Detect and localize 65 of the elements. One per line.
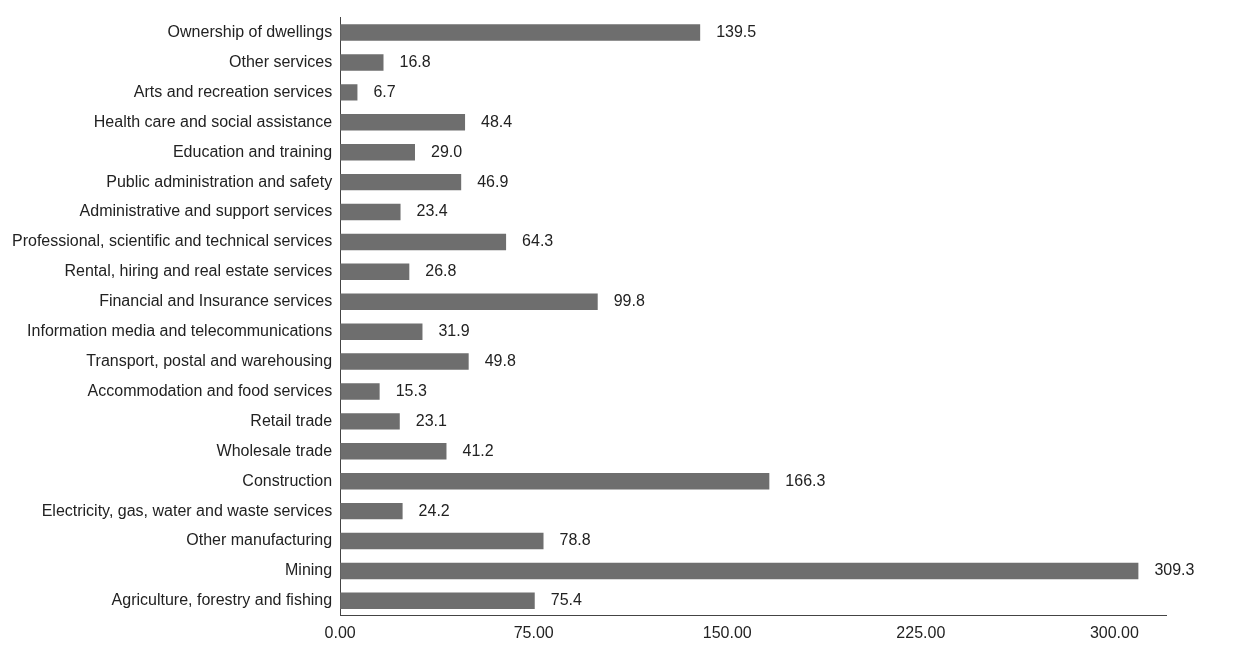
data-label: 23.1 — [415, 411, 448, 429]
bar — [340, 562, 1139, 580]
bar — [340, 383, 380, 400]
y-tick-label: Other services — [229, 52, 333, 70]
data-label: 26.8 — [425, 262, 457, 280]
y-tick-label: Education and training — [172, 142, 333, 160]
bar — [340, 24, 701, 41]
x-tick-label: 75.00 — [513, 623, 554, 641]
y-tick-label: Other manufacturing — [186, 531, 333, 549]
data-label: 309.3 — [1154, 561, 1195, 579]
data-label: 46.9 — [477, 172, 509, 190]
y-tick-label: Transport, postal and warehousing — [86, 351, 333, 369]
bar — [340, 143, 415, 161]
data-label: 99.8 — [613, 292, 645, 310]
bar — [340, 54, 384, 71]
bar — [340, 233, 507, 251]
data-label: 23.4 — [416, 202, 448, 220]
y-tick-label: Professional, scientific and technical services — [11, 232, 333, 250]
y-tick-label: Retail trade — [250, 411, 333, 429]
data-label: 31.9 — [438, 322, 470, 340]
x-tick-label: 0.00 — [324, 623, 356, 641]
bar — [340, 532, 544, 550]
bar — [340, 173, 462, 191]
bar — [340, 413, 400, 430]
bar — [340, 592, 535, 610]
data-label: 64.3 — [522, 232, 554, 250]
y-tick-label: Arts and recreation services — [133, 82, 333, 100]
bar — [340, 114, 466, 131]
data-label: 41.2 — [462, 441, 494, 459]
x-tick-label: 225.00 — [896, 623, 946, 641]
y-tick-label: Ownership of dwellings — [167, 22, 333, 40]
data-label: 166.3 — [785, 471, 826, 489]
data-label: 24.2 — [418, 501, 450, 519]
bar — [340, 472, 770, 490]
bar — [340, 263, 410, 281]
y-tick-label: Electricity, gas, water and waste services — [41, 501, 333, 519]
y-tick-label: Agriculture, forestry and fishing — [111, 591, 333, 609]
y-tick-label: Information media and telecommunications — [27, 322, 333, 340]
y-tick-label: Wholesale trade — [216, 441, 333, 459]
data-label: 16.8 — [399, 52, 431, 70]
bar — [340, 84, 358, 101]
x-tick-label: 150.00 — [702, 623, 752, 641]
y-tick-label: Construction — [242, 471, 333, 489]
y-tick-label: Rental, hiring and real estate services — [64, 262, 333, 280]
bar — [340, 353, 469, 370]
data-label: 6.7 — [373, 82, 396, 100]
data-label: 15.3 — [395, 381, 427, 399]
data-label: 139.5 — [716, 22, 757, 40]
y-tick-label: Administrative and support services — [79, 202, 333, 220]
bar — [340, 293, 598, 310]
y-tick-label: Financial and Insurance services — [99, 292, 333, 310]
data-label: 78.8 — [559, 531, 591, 549]
data-label: 48.4 — [481, 112, 513, 130]
bar — [340, 323, 423, 340]
y-tick-label: Health care and social assistance — [93, 112, 333, 130]
bar — [340, 203, 401, 221]
bar — [340, 502, 403, 520]
data-label: 75.4 — [550, 591, 582, 609]
y-tick-label: Accommodation and food services — [87, 381, 333, 399]
data-label: 29.0 — [430, 142, 463, 160]
y-tick-label: Mining — [285, 561, 333, 579]
x-tick-label: 300.00 — [1089, 623, 1139, 641]
data-label: 49.8 — [484, 351, 516, 369]
y-tick-label: Public administration and safety — [106, 172, 333, 190]
bar — [340, 443, 447, 460]
